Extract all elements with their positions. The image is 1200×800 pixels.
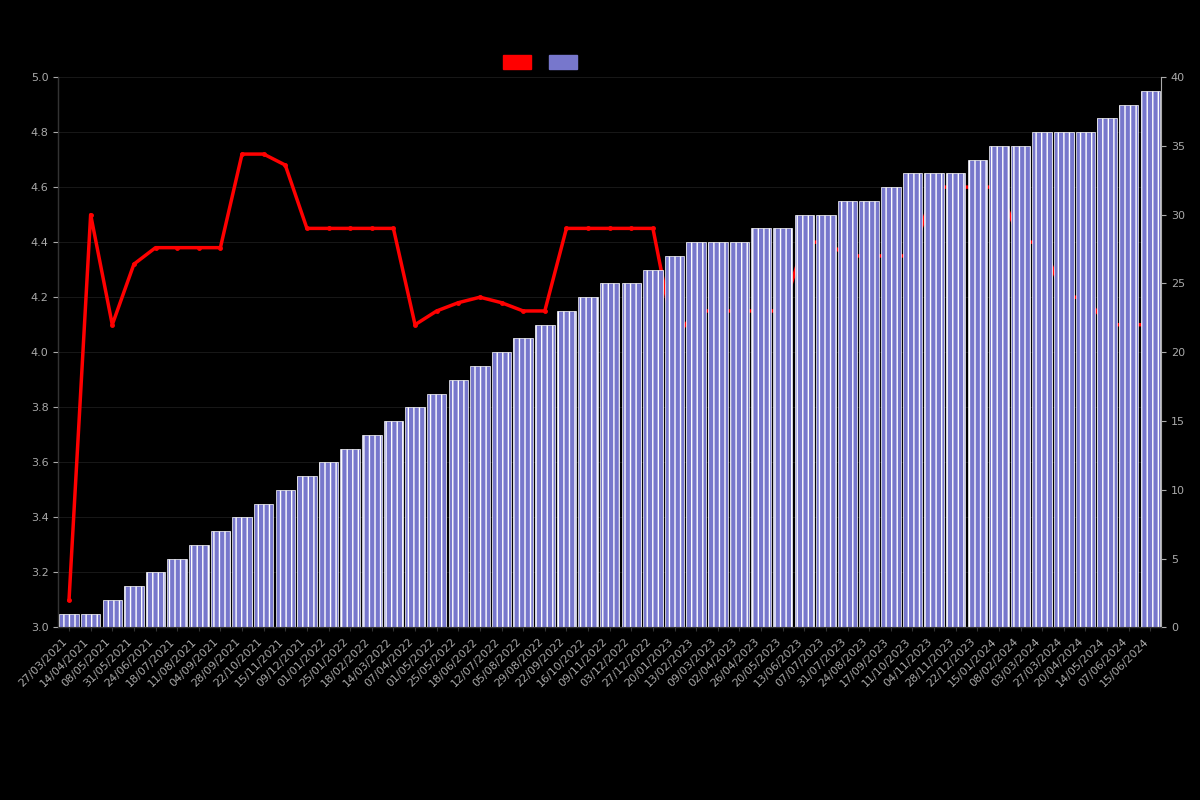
Bar — [1097, 118, 1117, 627]
Bar — [233, 518, 252, 627]
Bar — [967, 159, 988, 627]
Bar — [1118, 105, 1139, 627]
Bar — [1141, 90, 1160, 627]
Bar — [557, 311, 576, 627]
Bar — [1075, 132, 1096, 627]
Bar — [665, 256, 684, 627]
Bar — [168, 558, 187, 627]
Bar — [600, 283, 619, 627]
Bar — [578, 297, 598, 627]
Bar — [924, 174, 944, 627]
Bar — [362, 435, 382, 627]
Bar — [946, 174, 966, 627]
Bar — [59, 614, 79, 627]
Bar — [881, 187, 900, 627]
Bar — [816, 214, 835, 627]
Bar — [80, 614, 101, 627]
Bar — [751, 228, 770, 627]
Bar — [341, 449, 360, 627]
Bar — [643, 270, 662, 627]
Bar — [1054, 132, 1074, 627]
Bar — [686, 242, 706, 627]
Bar — [838, 201, 857, 627]
Bar — [773, 228, 792, 627]
Bar — [492, 352, 511, 627]
Bar — [298, 476, 317, 627]
Bar — [427, 394, 446, 627]
Bar — [730, 242, 749, 627]
Bar — [102, 600, 122, 627]
Bar — [859, 201, 878, 627]
Bar — [190, 545, 209, 627]
Bar — [145, 573, 166, 627]
Bar — [319, 462, 338, 627]
Bar — [902, 174, 922, 627]
Bar — [514, 338, 533, 627]
Bar — [1010, 146, 1031, 627]
Bar — [794, 214, 814, 627]
Bar — [254, 504, 274, 627]
Bar — [470, 366, 490, 627]
Bar — [449, 380, 468, 627]
Bar — [535, 325, 554, 627]
Bar — [622, 283, 641, 627]
Legend: , : , — [499, 51, 588, 74]
Bar — [406, 407, 425, 627]
Bar — [276, 490, 295, 627]
Bar — [708, 242, 727, 627]
Bar — [384, 421, 403, 627]
Bar — [1032, 132, 1052, 627]
Bar — [989, 146, 1009, 627]
Bar — [211, 531, 230, 627]
Bar — [124, 586, 144, 627]
